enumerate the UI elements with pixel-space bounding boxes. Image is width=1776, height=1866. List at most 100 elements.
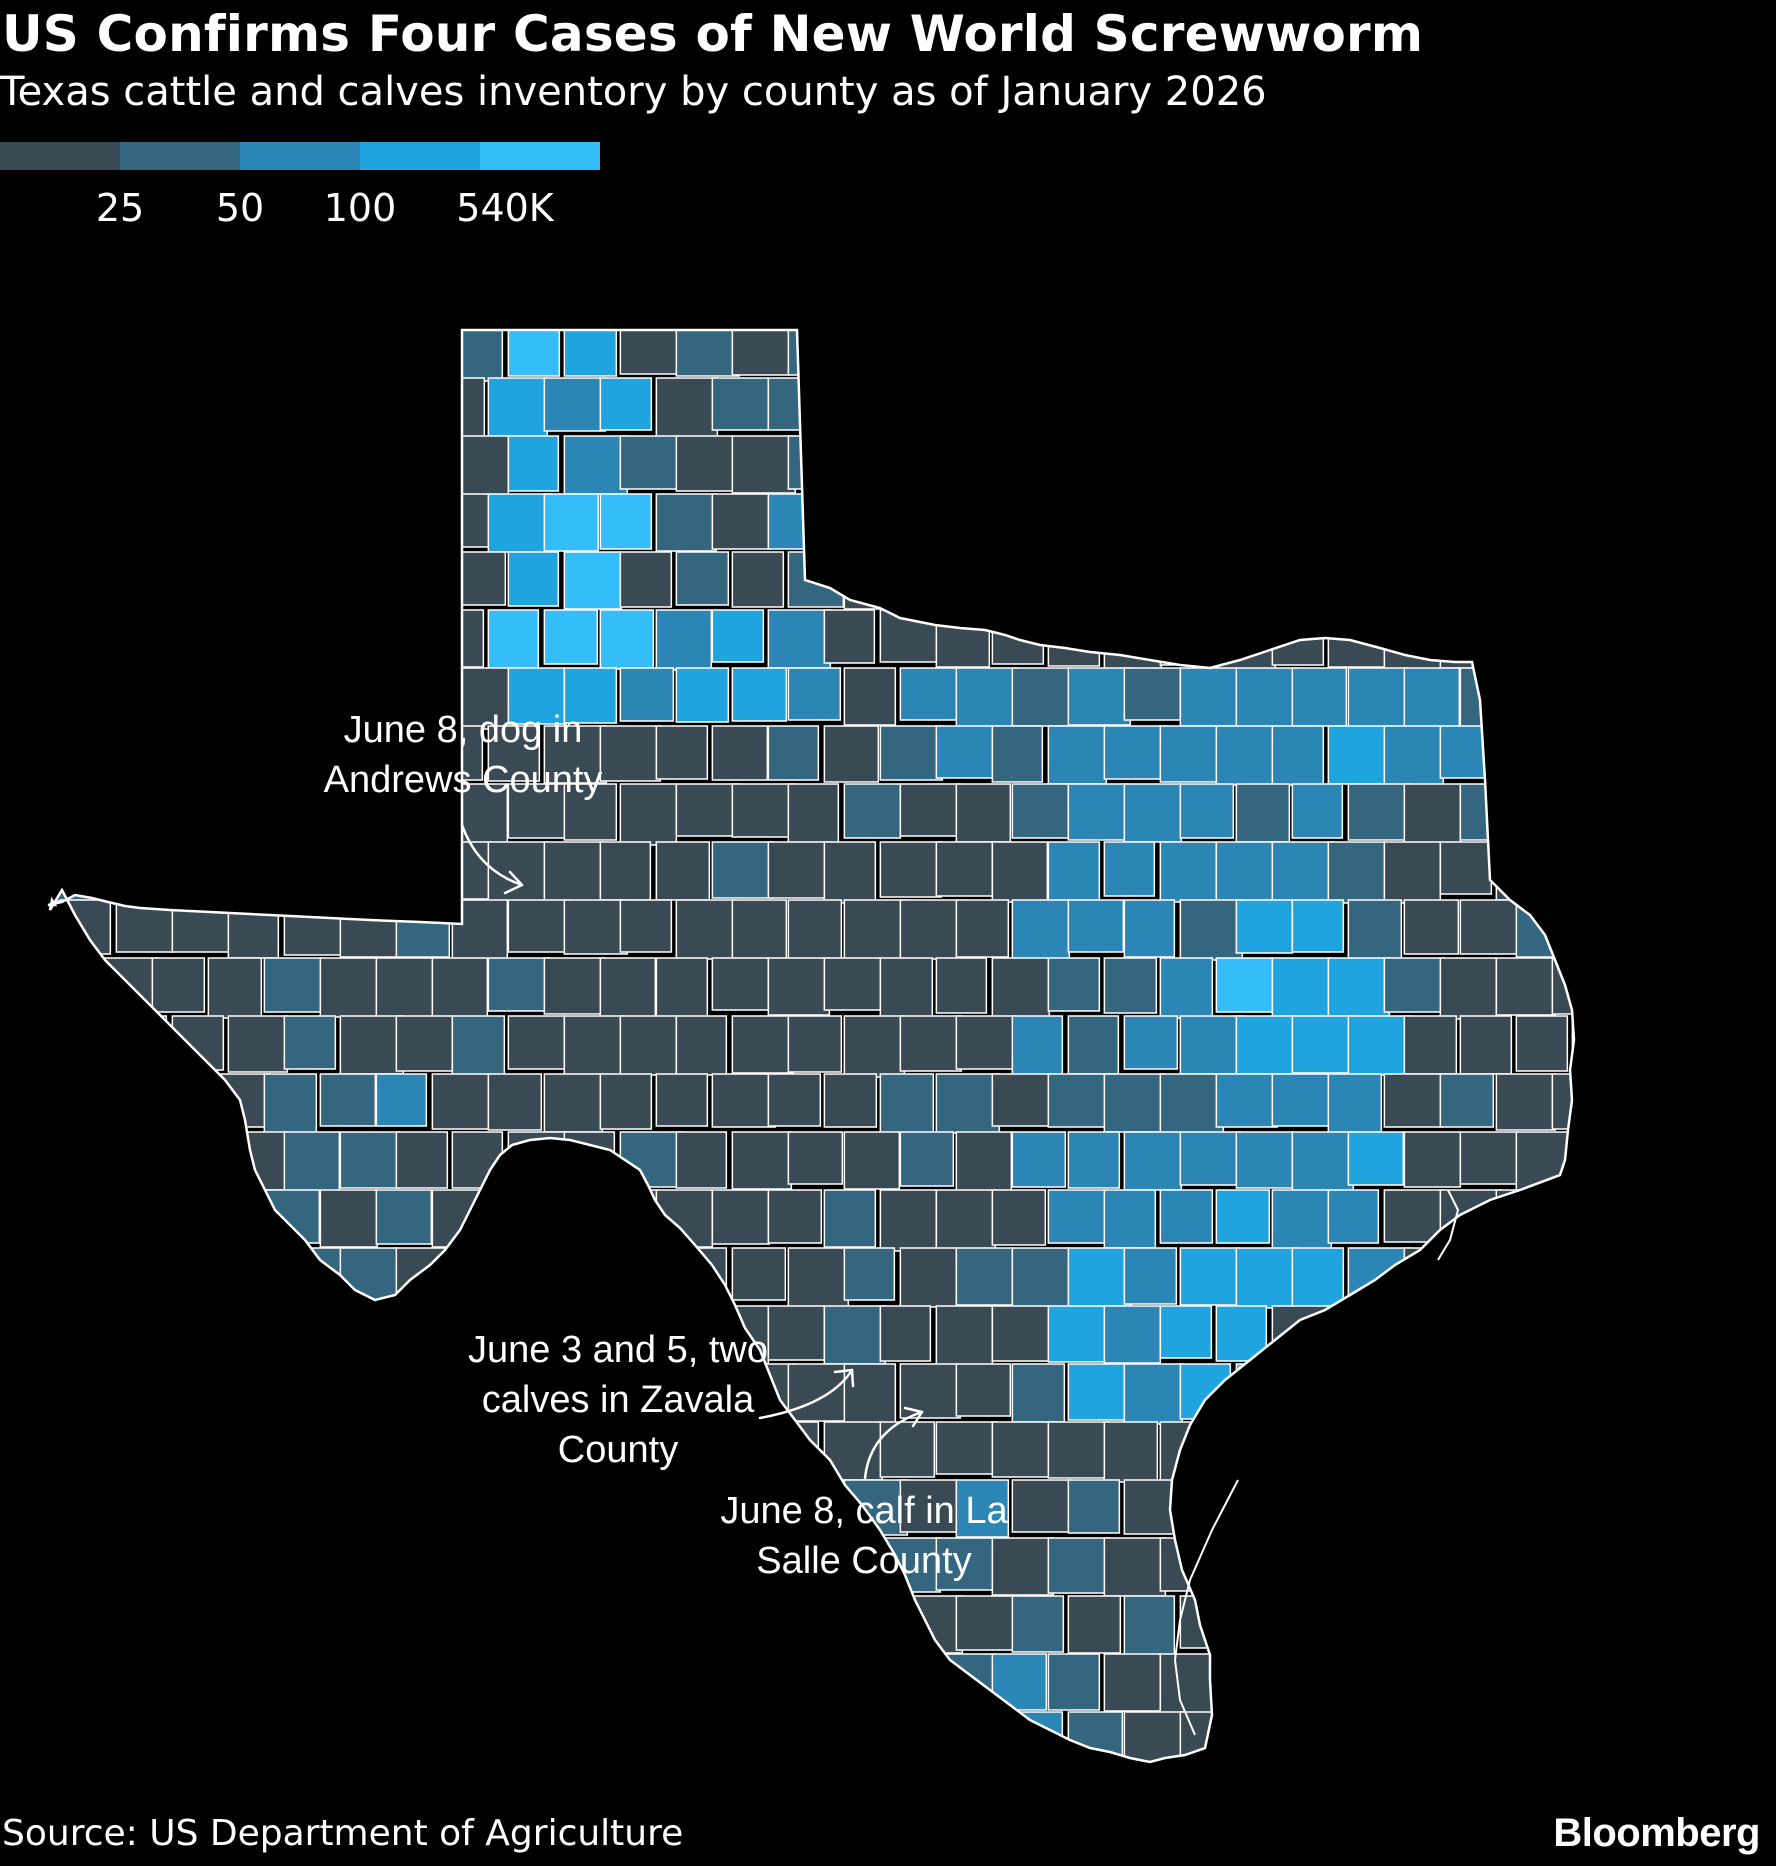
county-cell — [619, 1131, 685, 1188]
county-cell — [1495, 1421, 1554, 1477]
county-cell — [899, 551, 961, 608]
county-cell — [675, 667, 730, 723]
county-cell — [935, 493, 1000, 550]
county-cell — [655, 1189, 714, 1248]
county-cell — [1347, 783, 1413, 841]
county-cell — [1179, 667, 1240, 727]
county-cell — [991, 1305, 1052, 1362]
county-cell — [899, 435, 964, 494]
county-cell — [787, 899, 843, 961]
county-cell — [1439, 377, 1504, 436]
county-cell — [1439, 1073, 1495, 1128]
county-cell — [1047, 609, 1101, 667]
county-cell — [283, 1711, 339, 1762]
county-cell — [115, 667, 172, 729]
county-cell — [1067, 551, 1126, 613]
county-cell — [843, 899, 908, 962]
county-cell — [1103, 1653, 1162, 1712]
county-cell — [543, 493, 600, 552]
county-cell — [1515, 1595, 1573, 1650]
county-cell — [48, 493, 104, 556]
county-cell — [171, 667, 234, 723]
county-cell — [115, 783, 177, 844]
county-cell — [655, 1653, 716, 1716]
county-cell — [227, 330, 285, 375]
county-cell — [339, 1247, 399, 1302]
county-cell — [171, 435, 235, 498]
county-cell — [767, 1189, 823, 1244]
county-cell — [543, 609, 599, 665]
county-cell — [1047, 1305, 1111, 1363]
county-cell — [879, 609, 945, 663]
county-cell — [1159, 841, 1218, 903]
county-cell — [767, 841, 832, 899]
county-cell — [1047, 493, 1104, 556]
county-cell — [1291, 1015, 1356, 1074]
county-cell — [151, 957, 206, 1013]
county-cell — [1291, 1131, 1355, 1194]
county-cell — [823, 957, 884, 1011]
county-cell — [712, 1770, 763, 1831]
county-cell — [59, 667, 125, 721]
county-cell — [955, 551, 1014, 607]
county-cell — [1327, 841, 1387, 904]
county-cell — [655, 493, 718, 552]
county-cell — [879, 1653, 939, 1712]
county-cell — [655, 609, 713, 671]
county-cell — [1067, 1595, 1122, 1654]
county-cell — [823, 725, 880, 783]
county-cell — [619, 551, 673, 608]
county-cell — [451, 551, 507, 606]
county-cell — [1459, 551, 1518, 609]
county-cell — [171, 1131, 227, 1185]
county-cell — [171, 899, 233, 953]
county-cell — [1159, 957, 1214, 1019]
county-cell — [1347, 1015, 1413, 1076]
county-cell — [1571, 1595, 1574, 1658]
county-cell — [1235, 1595, 1301, 1651]
county-cell — [1383, 1305, 1449, 1361]
chart-title: US Confirms Four Cases of New World Scre… — [2, 5, 1424, 63]
county-cell — [1291, 667, 1348, 727]
county-cell — [543, 957, 606, 1015]
county-cell — [563, 330, 618, 377]
county-cell — [227, 551, 284, 611]
county-cell — [431, 1189, 489, 1248]
andrews-arrow — [460, 823, 524, 887]
lasalle-arrow — [863, 1410, 924, 1480]
county-cell — [899, 899, 962, 960]
county-cell — [1271, 1073, 1334, 1127]
county-cell — [1103, 493, 1164, 552]
county-cell — [731, 1131, 793, 1190]
county-cell — [227, 1711, 288, 1762]
county-cell — [339, 435, 399, 495]
county-cell — [1403, 667, 1461, 729]
county-cell — [823, 841, 877, 904]
county-cell — [619, 1595, 673, 1652]
county-cell — [1235, 1247, 1300, 1309]
county-cell — [599, 609, 655, 670]
county-cell — [487, 493, 553, 553]
county-cell — [1011, 330, 1073, 374]
county-cell — [1551, 1305, 1574, 1362]
county-cell — [227, 1015, 289, 1073]
county-cell — [1123, 1363, 1184, 1425]
county-cell — [899, 667, 959, 721]
county-cell — [395, 1595, 453, 1652]
county-cell — [731, 1247, 787, 1301]
county-cell — [823, 1189, 877, 1248]
county-cell — [787, 1595, 853, 1657]
county-cell — [1495, 1189, 1549, 1249]
county-cell — [151, 493, 205, 549]
county-cell — [115, 1711, 175, 1762]
county-cell — [991, 841, 1049, 903]
county-cell — [935, 725, 1001, 779]
county-cell — [767, 377, 826, 431]
county-cell — [823, 1305, 887, 1365]
county-cell — [1571, 435, 1574, 491]
county-cell — [1216, 1770, 1279, 1831]
county-cell — [507, 1595, 566, 1654]
county-cell — [1459, 1595, 1512, 1658]
county-cell — [1551, 1537, 1574, 1598]
county-cell — [1123, 330, 1181, 379]
